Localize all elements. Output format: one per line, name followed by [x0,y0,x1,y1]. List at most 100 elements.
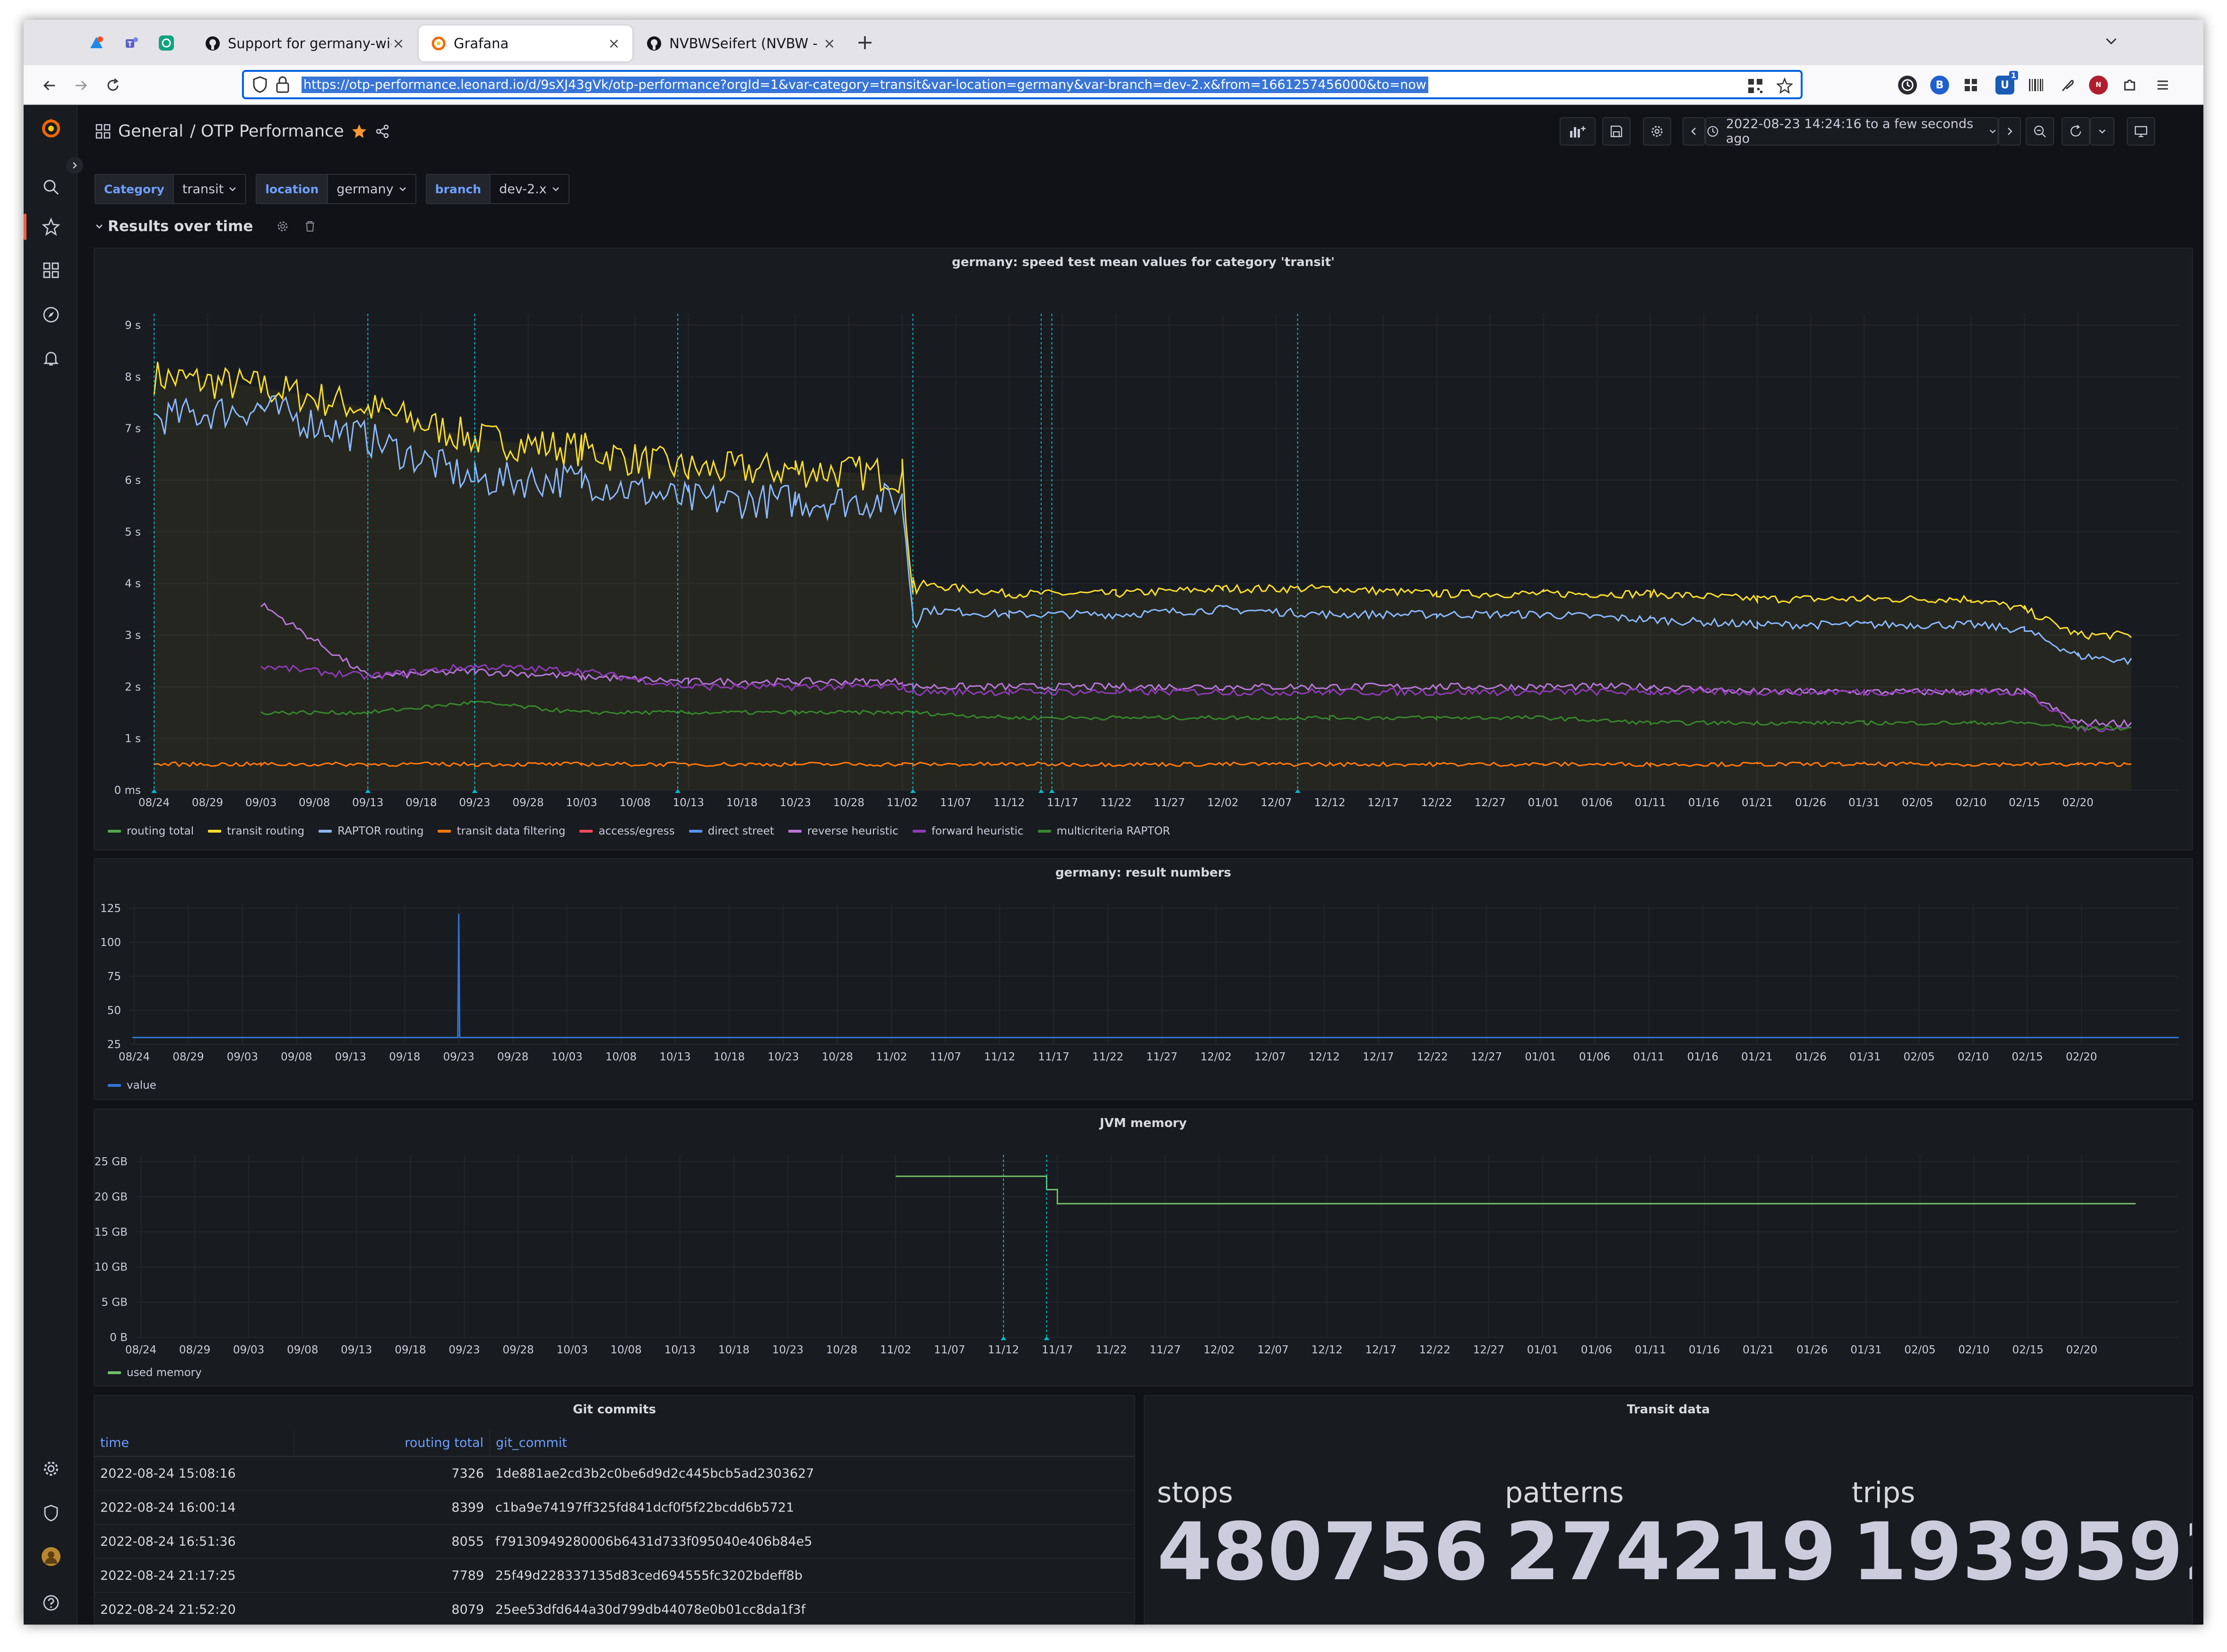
legend-item[interactable]: forward heuristic [912,825,1024,837]
tab-github-support[interactable]: Support for germany-wid × [193,26,417,61]
time-shift-back-button[interactable] [1683,117,1705,146]
row-header[interactable]: Results over time [95,215,317,238]
server-admin-button[interactable] [40,1502,62,1524]
legend-item[interactable]: transit routing [208,825,304,837]
column-header-time[interactable]: time [95,1430,294,1457]
extension-account-icon[interactable] [1898,76,1917,95]
panel-title[interactable]: Transit data [1627,1402,1710,1417]
variable-select-category[interactable]: transit [173,174,247,204]
legend-item[interactable]: reverse heuristic [788,825,898,837]
legend-item[interactable]: RAPTOR routing [319,825,423,837]
new-tab-button[interactable]: + [856,30,874,54]
tracking-protection-icon[interactable] [250,75,269,94]
legend-item[interactable]: direct street [689,825,774,837]
help-button[interactable] [40,1592,62,1614]
time-picker-button[interactable]: 2022-08-23 14:24:16 to a few seconds ago [1705,117,1998,146]
x-tick-label: 10/03 [566,797,597,809]
close-tab-icon[interactable]: × [392,35,405,52]
column-header-git-commit[interactable]: git_commit [490,1430,1134,1457]
feather-icon [2062,80,2074,92]
legend-item[interactable]: transit data filtering [438,825,565,837]
search-button[interactable] [40,176,62,198]
add-panel-button[interactable] [1560,117,1596,146]
table-row[interactable]: 2022-08-24 21:52:20 8079 25ee53dfd644a30d7… [95,1592,1134,1624]
qr-code-icon[interactable] [1747,77,1764,95]
variable-select-location[interactable]: germany [327,174,416,204]
legend-item[interactable]: access/egress [579,825,675,837]
y-tick-label: 100 [100,937,121,949]
refresh-button[interactable] [2062,117,2090,146]
legend-item[interactable]: used memory [108,1367,202,1379]
breadcrumb: General / OTP Performance [95,122,390,141]
x-tick-label: 01/26 [1796,1344,1828,1356]
alerting-button[interactable] [40,347,62,370]
extension-feather-icon[interactable] [2058,76,2077,95]
panel-title[interactable]: germany: speed test mean values for cate… [952,255,1335,269]
legend-item[interactable]: multicriteria RAPTOR [1037,825,1170,837]
profile-button[interactable] [40,1545,62,1568]
trash-icon[interactable] [303,220,317,233]
chevron-down-icon [229,187,236,191]
x-tick-label: 11/07 [940,797,971,809]
folder-link[interactable]: General [118,122,183,141]
list-all-tabs-button[interactable] [2103,33,2119,53]
row-settings-icon[interactable] [276,220,289,233]
tab-github-nvbw[interactable]: NVBWSeifert (NVBW - N × [634,26,848,61]
save-dashboard-button[interactable] [1602,117,1631,146]
tv-mode-button[interactable] [2127,117,2155,146]
y-tick-label: 0 ms [114,784,141,797]
panel-title[interactable]: germany: result numbers [1055,866,1232,880]
page-title[interactable]: / OTP Performance [190,122,344,141]
refresh-interval-button[interactable] [2090,117,2115,146]
dashboard-settings-button[interactable] [1643,117,1671,146]
variable-value: dev-2.x [499,181,547,197]
starred-button[interactable] [40,215,62,238]
extension-red-icon[interactable]: N [2089,76,2108,95]
variable-select-branch[interactable]: dev-2.x [490,174,570,204]
panel-title[interactable]: JVM memory [1099,1116,1187,1130]
grafana-home-logo[interactable] [40,117,62,140]
legend-item[interactable]: value [108,1079,156,1092]
dock-menu-button[interactable] [66,157,83,174]
pinned-tab-2[interactable]: T [117,30,146,56]
configuration-button[interactable] [40,1457,62,1480]
puzzle-icon [2124,79,2135,91]
extension-grid-icon[interactable] [1961,76,1980,95]
pinned-tab-3[interactable] [152,30,181,56]
forward-button[interactable] [69,74,93,97]
back-button[interactable] [38,74,61,97]
favorite-star-icon[interactable] [351,123,368,140]
zoom-out-icon [2034,125,2046,138]
panel-title[interactable]: Git commits [572,1402,656,1417]
app-menu-button[interactable] [2153,76,2172,95]
reload-button[interactable] [101,74,125,97]
legend-swatch [689,830,702,833]
zoom-out-button[interactable] [2026,117,2054,146]
share-icon[interactable] [374,123,390,139]
table-row[interactable]: 2022-08-24 16:51:36 8055 f79130949280006b6… [95,1524,1134,1559]
column-header-routing-total[interactable]: routing total [294,1430,490,1457]
close-tab-icon[interactable]: × [823,35,836,52]
explore-button[interactable] [40,303,62,326]
tab-grafana[interactable]: Grafana × [419,26,632,61]
x-tick-label: 09/13 [335,1051,366,1063]
close-tab-icon[interactable]: × [608,35,620,52]
legend-item[interactable]: routing total [108,825,194,837]
table-row[interactable]: 2022-08-24 15:08:16 7326 1de881ae2cd3b2c0b… [95,1456,1134,1491]
table-row[interactable]: 2022-08-24 21:17:25 7789 25f49d228337135d8… [95,1558,1134,1593]
table-row[interactable]: 2022-08-24 16:00:14 8399 c1ba9e74197ff325f… [95,1490,1134,1525]
extension-b-icon[interactable]: B [1930,76,1949,95]
row-title: Results over time [108,218,253,235]
address-bar[interactable]: https://otp-performance.leonard.io/d/9sX… [242,70,1803,99]
pinned-tab-1[interactable] [82,30,111,56]
url-text[interactable]: https://otp-performance.leonard.io/d/9sX… [302,76,1428,93]
dashboards-button[interactable] [40,259,62,282]
lock-icon[interactable] [274,75,291,94]
legend-label: RAPTOR routing [337,825,424,837]
bookmark-star-icon[interactable] [1776,77,1793,95]
extensions-button[interactable] [2120,76,2139,95]
time-shift-forward-button[interactable] [1998,117,2021,146]
extension-barcode-icon[interactable] [2027,76,2046,95]
x-tick-label: 12/17 [1365,1344,1397,1356]
